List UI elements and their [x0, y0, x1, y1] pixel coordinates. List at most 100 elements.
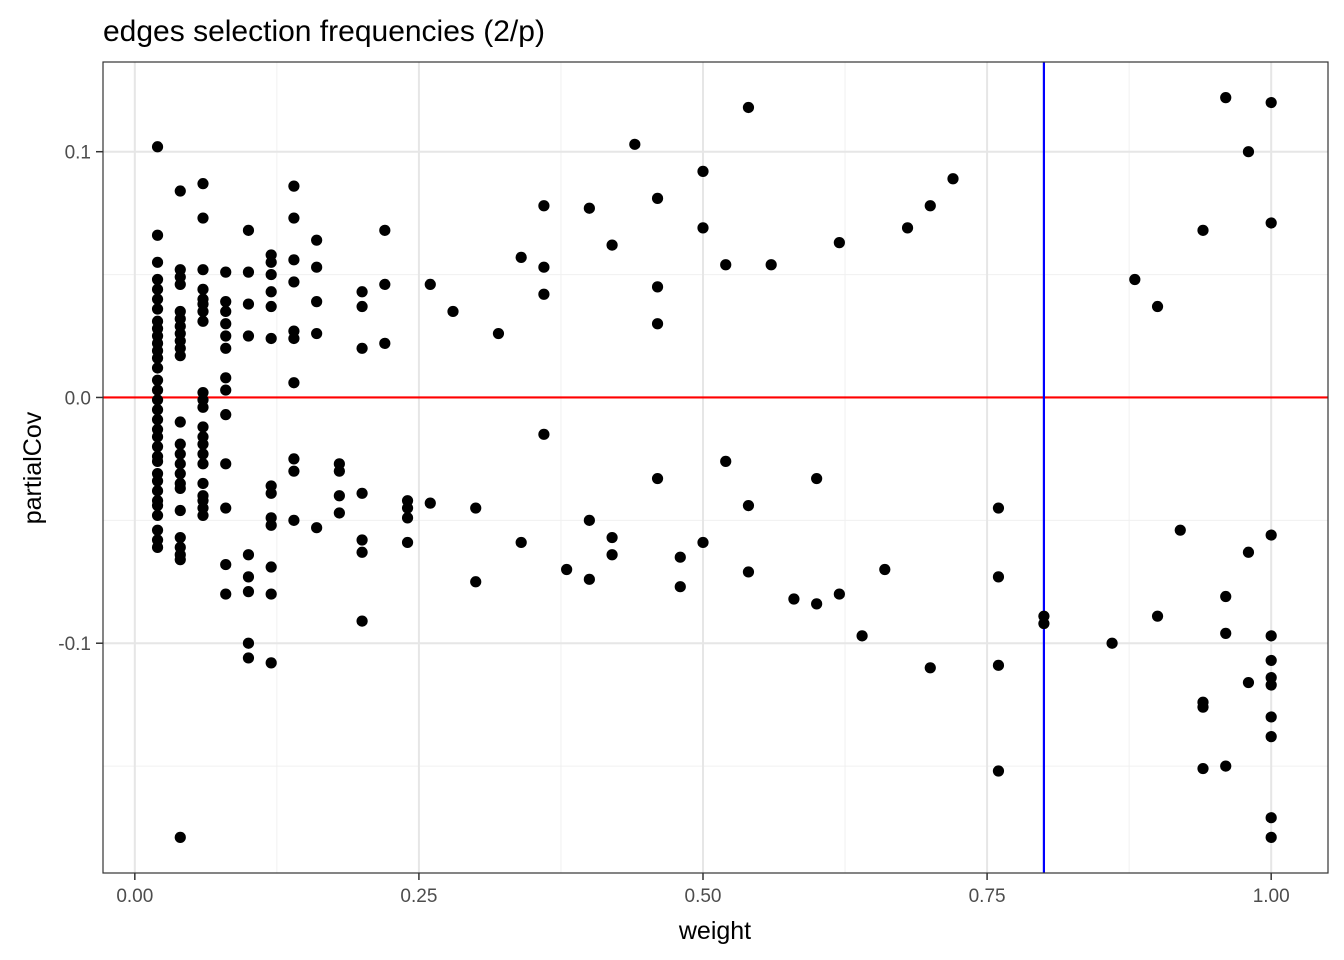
data-point: [1242, 546, 1255, 558]
data-point: [220, 305, 232, 318]
y-axis-ticks: -0.1 0.0 0.1: [58, 143, 103, 655]
data-point: [151, 475, 164, 487]
data-point: [1220, 590, 1232, 603]
data-point: [265, 268, 277, 281]
data-point: [1197, 701, 1209, 713]
data-point: [1242, 676, 1255, 689]
data-point: [151, 431, 164, 443]
chart-title: edges selection frequencies (2/p): [103, 15, 545, 48]
data-point: [1265, 96, 1277, 109]
data-point: [811, 598, 823, 610]
data-point: [220, 342, 232, 354]
data-point: [447, 305, 459, 318]
data-point: [220, 384, 232, 396]
data-point: [697, 165, 709, 177]
data-point: [174, 350, 186, 362]
x-tick-label: 1.00: [1253, 886, 1290, 907]
data-point: [356, 487, 368, 499]
data-point: [288, 377, 300, 389]
data-point: [992, 571, 1005, 583]
data-point: [220, 588, 232, 600]
data-point: [288, 514, 300, 526]
data-point: [1220, 92, 1232, 104]
data-point: [742, 101, 755, 114]
data-point: [174, 185, 186, 197]
data-point: [197, 401, 209, 413]
y-axis-title: partialCov: [19, 411, 47, 524]
data-point: [151, 524, 164, 536]
data-point: [833, 237, 845, 249]
data-point: [606, 549, 618, 561]
data-point: [220, 409, 232, 421]
y-tick-label: -0.1: [58, 634, 91, 655]
data-point: [242, 224, 255, 236]
data-point: [606, 239, 618, 251]
data-point: [242, 571, 255, 583]
data-point: [833, 588, 845, 600]
data-point: [288, 180, 300, 192]
data-point: [265, 256, 277, 268]
reference-lines: [103, 62, 1328, 873]
data-point: [151, 283, 164, 295]
data-point: [151, 455, 164, 467]
data-point: [583, 514, 595, 526]
data-point: [288, 332, 300, 345]
data-point: [424, 278, 436, 291]
data-point: [265, 286, 277, 298]
data-point: [538, 428, 550, 440]
x-tick-label: 0.25: [400, 886, 437, 907]
data-point: [333, 490, 345, 502]
data-point: [174, 438, 186, 450]
data-point: [356, 615, 368, 627]
data-point: [742, 566, 755, 578]
data-point: [151, 541, 164, 553]
data-point: [242, 298, 255, 310]
data-point: [151, 352, 164, 364]
data-point: [629, 138, 641, 150]
data-point: [311, 327, 323, 340]
data-point: [1038, 617, 1050, 630]
data-point: [379, 224, 391, 236]
data-point: [765, 259, 777, 271]
data-point: [697, 536, 709, 549]
data-point: [151, 499, 164, 512]
x-tick-label: 0.75: [969, 886, 1006, 907]
data-point: [651, 318, 664, 330]
data-point: [220, 372, 232, 384]
data-point: [151, 374, 164, 386]
data-point: [1220, 627, 1232, 639]
data-point: [311, 234, 323, 246]
data-point: [1242, 146, 1255, 158]
data-point: [197, 458, 209, 470]
data-point: [220, 318, 232, 330]
data-point: [151, 404, 164, 416]
data-point: [697, 222, 709, 234]
data-point: [1129, 273, 1141, 286]
plot-background: [103, 62, 1328, 873]
data-point: [151, 485, 164, 497]
plot-border: [102, 61, 1329, 874]
data-point: [174, 482, 186, 494]
data-point: [174, 278, 186, 291]
data-point: [356, 300, 368, 313]
data-point: [197, 509, 209, 522]
x-axis-title: weight: [678, 917, 751, 945]
data-point: [879, 563, 891, 576]
data-point: [1174, 524, 1186, 536]
data-point: [197, 212, 209, 224]
data-point: [265, 519, 277, 531]
data-point: [583, 573, 595, 585]
data-point: [174, 504, 186, 517]
data-point: [470, 502, 482, 514]
data-point: [151, 394, 164, 406]
data-point: [1197, 224, 1209, 236]
data-point: [1106, 637, 1118, 649]
data-point: [720, 455, 732, 467]
data-point: [492, 327, 505, 340]
data-point: [288, 212, 300, 224]
y-tick-label: 0.1: [65, 143, 91, 164]
data-point: [151, 303, 164, 315]
data-point: [924, 662, 936, 674]
